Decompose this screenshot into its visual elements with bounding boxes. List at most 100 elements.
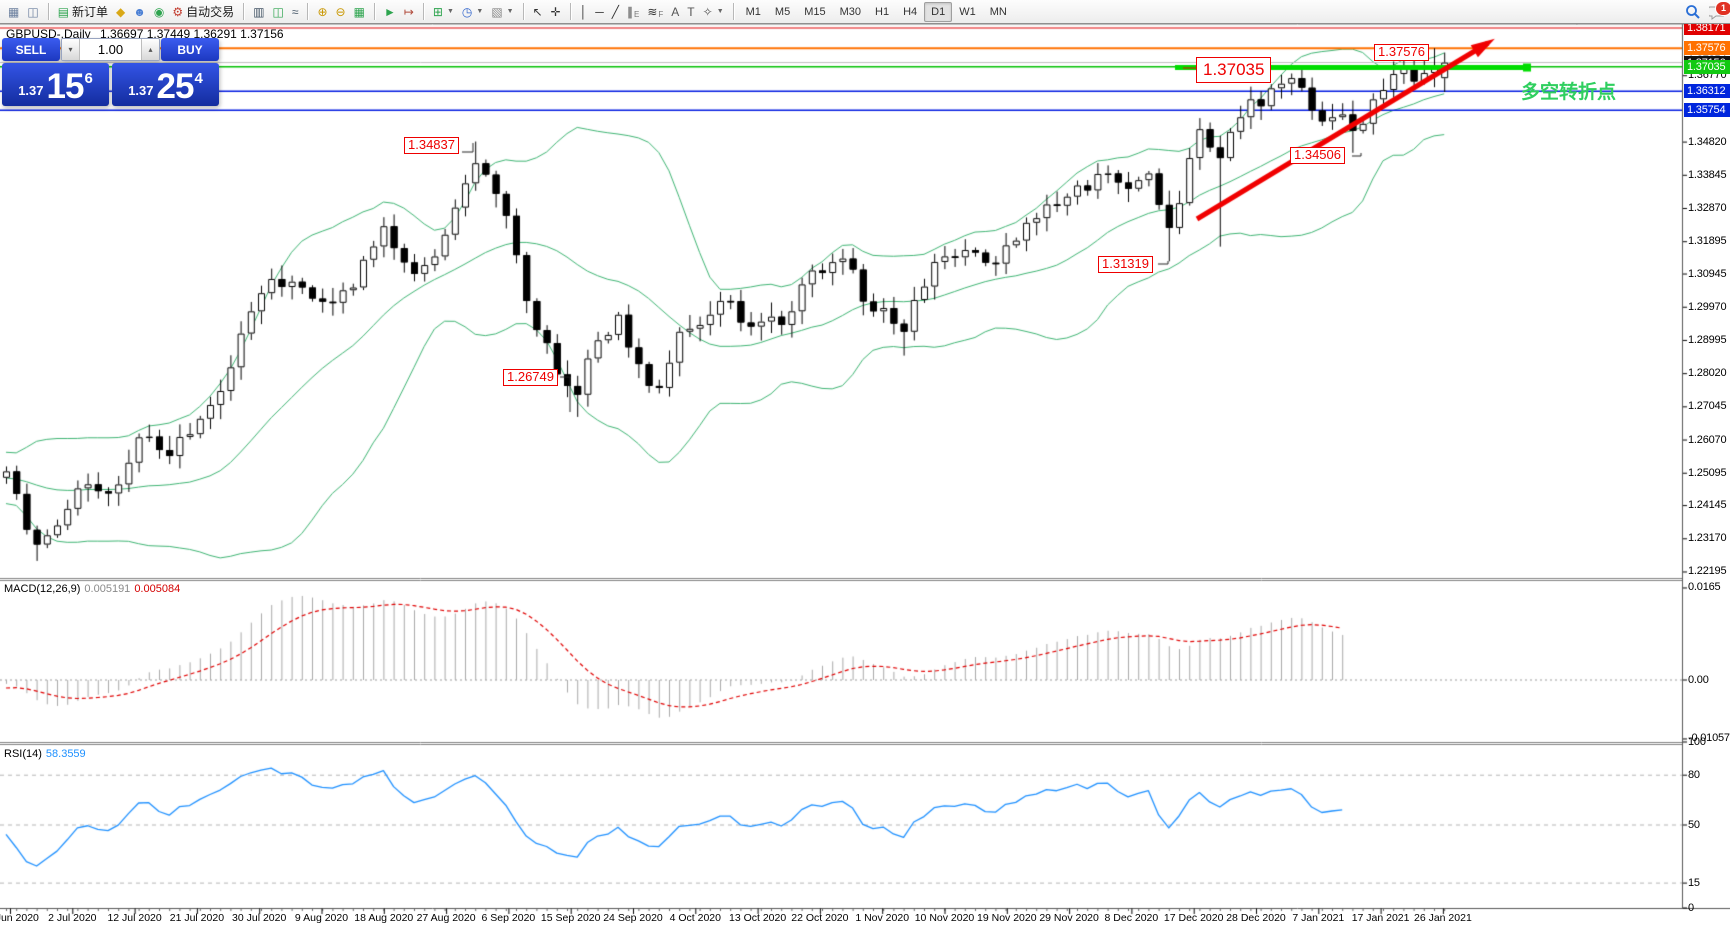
new-order-icon: ▤: [57, 4, 70, 19]
dropdown-arrow-icon[interactable]: ▼: [506, 8, 514, 15]
date-axis-label: 8 Dec 2020: [1104, 912, 1159, 924]
date-axis-label: 18 Aug 2020: [354, 912, 414, 924]
news-icon: ◉: [153, 4, 165, 19]
buy-price-button[interactable]: 1.37 25 4: [112, 63, 219, 106]
toolbar-separator: [307, 3, 309, 20]
cursor-button[interactable]: ↖: [529, 1, 547, 23]
autotrading-button[interactable]: ⚙ 自动交易: [168, 1, 238, 23]
timeframe-m30-button[interactable]: M30: [839, 5, 861, 18]
chart-shift-icon: ↦: [403, 4, 414, 19]
price-axis-tick: 1.33845: [1688, 168, 1727, 181]
arrows-button[interactable]: ✧ ▼: [699, 1, 728, 23]
trendline-button[interactable]: ╱: [608, 1, 623, 23]
notification-badge: 1: [1715, 0, 1730, 16]
sell-price-button[interactable]: 1.37 15 6: [2, 63, 109, 106]
bull-bear-turning-point-note[interactable]: 多空转折点: [1521, 82, 1617, 103]
horizontal-line-button[interactable]: ─: [591, 1, 608, 23]
bar-chart-button[interactable]: ▥: [249, 1, 268, 23]
rsi-axis-tick: 100: [1688, 735, 1706, 748]
icon-subscript: E: [633, 10, 640, 19]
channel-button[interactable]: ∥ E: [623, 1, 643, 23]
periods-button[interactable]: ◷ ▼: [458, 1, 487, 23]
timeframe-m1-button[interactable]: M1: [745, 5, 761, 18]
price-annotation-flag[interactable]: 1.26749: [503, 369, 558, 386]
date-axis-label: 15 Sep 2020: [540, 912, 601, 924]
new-order-button[interactable]: ▤ 新订单: [54, 1, 112, 23]
timeframe-mn-button[interactable]: MN: [989, 5, 1007, 18]
price-level-badge: 1.37035: [1684, 59, 1730, 74]
timeframe-w1-button[interactable]: W1: [959, 5, 976, 18]
vertical-line-icon: │: [579, 4, 588, 19]
community-icon: ☻: [133, 4, 146, 19]
metaeditor-button[interactable]: ◆: [112, 1, 129, 23]
indicators-button[interactable]: ⊞ ▼: [429, 1, 458, 23]
dropdown-arrow-icon[interactable]: ▼: [476, 8, 484, 15]
zoom-in-button[interactable]: ⊕: [313, 1, 331, 23]
chat-icon[interactable]: 1: [1709, 0, 1730, 20]
price-axis-tick: 1.23170: [1688, 532, 1727, 545]
vertical-line-button[interactable]: │: [576, 1, 592, 23]
auto-scroll-icon: ►: [383, 4, 396, 19]
price-annotation-flag[interactable]: 1.34837: [404, 137, 459, 154]
price-annotation-flag[interactable]: 1.34506: [1290, 147, 1345, 164]
one-click-trading-panel: SELL ▾ 1.00 ▴ BUY 1.37 15 6 1.37 25 4: [2, 38, 219, 106]
volume-decrease-button[interactable]: ▾: [62, 39, 80, 60]
buy-button[interactable]: BUY: [161, 38, 219, 61]
templates-button[interactable]: ▧ ▼: [487, 1, 517, 23]
timeframe-m5-button[interactable]: M5: [774, 5, 791, 18]
periods-icon: ◷: [461, 4, 473, 19]
crosshair-button[interactable]: ✛: [547, 1, 565, 23]
chart-shift-button[interactable]: ↦: [400, 1, 418, 23]
price-axis-tick: 1.24145: [1688, 499, 1727, 512]
community-button[interactable]: ☻: [129, 1, 150, 23]
price-annotation-flag[interactable]: 1.37576: [1374, 44, 1429, 61]
channel-icon: ∥: [626, 4, 633, 19]
toolbar-separator: [422, 3, 424, 20]
line-chart-button[interactable]: ≈: [288, 1, 303, 23]
volume-increase-button[interactable]: ▴: [141, 39, 159, 60]
price-annotation-flag[interactable]: 1.31319: [1098, 256, 1153, 273]
profiles-button[interactable]: ◫: [23, 1, 42, 23]
candlestick-chart-button[interactable]: ◫: [269, 1, 288, 23]
zoom-out-button[interactable]: ⊖: [332, 1, 350, 23]
dropdown-arrow-icon[interactable]: ▼: [716, 8, 724, 15]
timeframe-d1-button[interactable]: D1: [924, 1, 953, 22]
main-toolbar: ▦ ◫ ▤ 新订单 ◆ ☻ ◉ ⚙ 自动交易 ▥ ◫ ≈ ⊕ ⊖ ▦ ► ↦ ⊞ ▼ ◷ ▼ ▧ ▼ ↖ ✛ │ ─ ╱ ∥ E ≋ F A T ✧…: [0, 0, 1730, 24]
label-button[interactable]: T: [683, 1, 698, 23]
search-icon[interactable]: [1685, 4, 1701, 20]
tile-windows-button[interactable]: ▦: [350, 1, 369, 23]
price-axis-tick: 1.29970: [1688, 300, 1727, 313]
rsi-value: 58.3559: [45, 748, 86, 760]
zoom-out-icon: ⊖: [335, 4, 346, 19]
new-order-button-label: 新订单: [72, 5, 109, 19]
dropdown-arrow-icon[interactable]: ▼: [446, 8, 454, 15]
rsi-axis-tick: 50: [1688, 818, 1700, 831]
date-axis-label: 12 Jul 2020: [107, 912, 162, 924]
price-axis-tick: 1.28020: [1688, 367, 1727, 380]
chart-symbol-period: GBPUSD-,Daily: [6, 27, 91, 41]
timeframe-m15-button[interactable]: M15: [804, 5, 826, 18]
auto-scroll-button[interactable]: ►: [380, 1, 400, 23]
timeframe-h1-button[interactable]: H1: [875, 5, 890, 18]
rsi-axis-tick: 80: [1688, 768, 1700, 781]
date-axis-label: 1 Nov 2020: [855, 912, 910, 924]
autotrading-button-label: 自动交易: [186, 5, 235, 19]
timeframe-h4-button[interactable]: H4: [903, 5, 918, 18]
price-axis-tick: 1.31895: [1688, 235, 1727, 248]
sell-button[interactable]: SELL: [2, 38, 60, 61]
text-button[interactable]: A: [667, 1, 683, 23]
date-axis-label: 27 Aug 2020: [416, 912, 476, 924]
price-axis-tick: 1.34820: [1688, 135, 1727, 148]
fibonacci-button[interactable]: ≋ F: [643, 1, 667, 23]
chart-ohlc-values: 1.36697 1.37449 1.36291 1.37156: [100, 27, 284, 41]
volume-input[interactable]: 1.00: [97, 42, 124, 57]
date-axis-label: 6 Sep 2020: [481, 912, 536, 924]
new-chart-button[interactable]: ▦: [4, 1, 23, 23]
news-button[interactable]: ◉: [150, 1, 168, 23]
price-annotation-flag[interactable]: 1.37035: [1196, 57, 1272, 83]
price-axis-tick: 1.28995: [1688, 333, 1727, 346]
chart-title: GBPUSD-,Daily 1.36697 1.37449 1.36291 1.…: [6, 27, 284, 41]
date-axis-label: 9 Aug 2020: [294, 912, 349, 924]
